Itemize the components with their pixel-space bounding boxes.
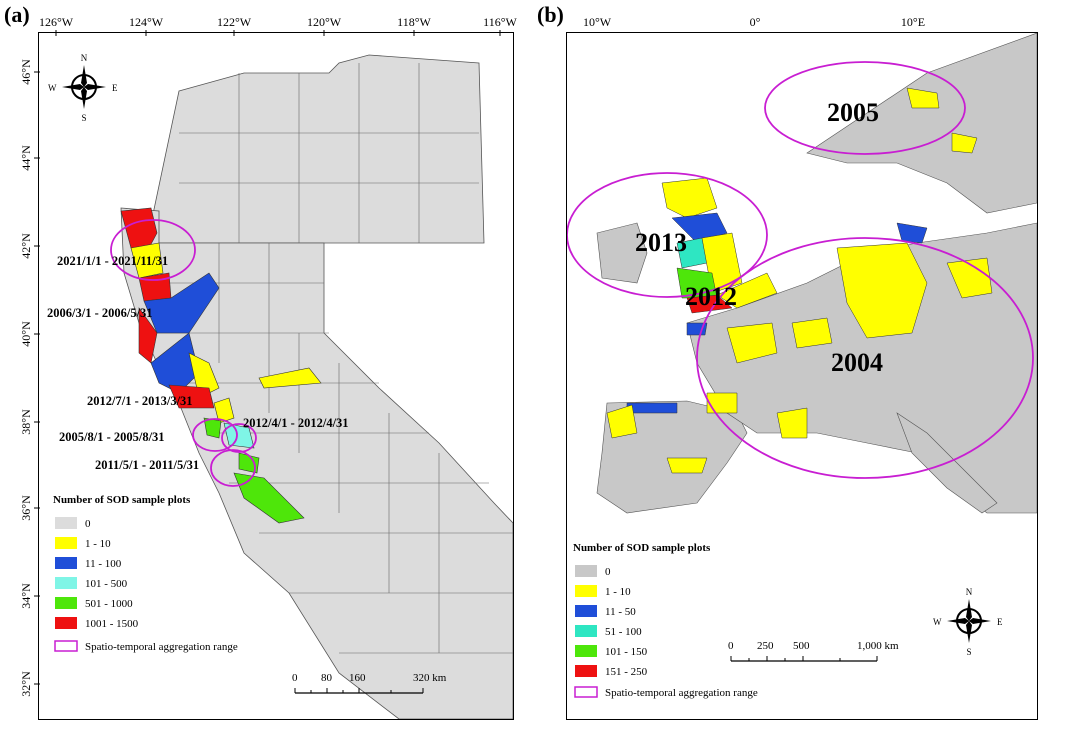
legend-a-label-5: 1001 - 1500 xyxy=(85,618,139,630)
panel-b-map-frame: 2005 2013 2012 2004 Number of SOD sample… xyxy=(566,32,1038,720)
compass-rose-b: N S E W xyxy=(933,587,1003,657)
legend-a-swatch-4 xyxy=(55,597,77,609)
compass-b-e: E xyxy=(997,617,1003,627)
legend-a-label-1: 1 - 10 xyxy=(85,538,111,550)
legend-a-range-label: Spatio-temporal aggregation range xyxy=(85,641,238,653)
legend-b-range-swatch xyxy=(574,686,598,698)
compass-n: N xyxy=(81,53,88,63)
panel-b-label: (b) xyxy=(537,2,564,27)
legend-b-label-4: 101 - 150 xyxy=(605,646,648,658)
legend-b-label-0: 0 xyxy=(605,566,611,578)
panel-a-map-frame: N S E W 2021/1/1 - 2021/11/31 2006/3/1 -… xyxy=(38,32,514,720)
annotation-2021: 2021/1/1 - 2021/11/31 xyxy=(57,254,168,268)
compass-b-n: N xyxy=(966,587,973,597)
legend-a-swatch-0 xyxy=(55,517,77,529)
panel-a-map: N S E W 2021/1/1 - 2021/11/31 2006/3/1 -… xyxy=(47,53,514,720)
panel-b-lon-tick-0: 10°W xyxy=(583,15,612,29)
legend-b-swatch-4 xyxy=(575,645,597,657)
annotation-2012-april: 2012/4/1 - 2012/4/31 xyxy=(243,416,349,430)
panel-a-lat-tick-4: 38°N xyxy=(19,409,33,435)
scale-a-80: 80 xyxy=(321,672,333,684)
legend-b-swatch-0 xyxy=(575,565,597,577)
legend-b-swatch-2 xyxy=(575,605,597,617)
scale-a-160: 160 xyxy=(349,672,366,684)
compass-b-w: W xyxy=(933,617,942,627)
annotation-2005-b: 2005 xyxy=(827,98,879,127)
legend-a-label-3: 101 - 500 xyxy=(85,578,128,590)
annotation-2005: 2005/8/1 - 2005/8/31 xyxy=(59,430,165,444)
aggregation-circles-b xyxy=(566,61,1034,479)
county-boundaries xyxy=(149,63,513,654)
panel-a-lat-tick-6: 34°N xyxy=(19,583,33,609)
sod-regions-europe xyxy=(606,87,993,474)
legend-b-range-label: Spatio-temporal aggregation range xyxy=(605,687,758,699)
legend-a: Number of SOD sample plots 0 1 - 10 11 - 1… xyxy=(53,494,238,653)
legend-a-swatch-1 xyxy=(55,537,77,549)
compass-e: E xyxy=(112,83,118,93)
scale-b-0: 0 xyxy=(728,640,734,652)
annotation-2012-b: 2012 xyxy=(685,282,737,311)
panel-a-lat-tick-7: 32°N xyxy=(19,671,33,697)
legend-b-swatch-3 xyxy=(575,625,597,637)
panel-a-lat-tick-0: 46°N xyxy=(19,59,33,85)
scandinavia-land xyxy=(806,32,1038,214)
legend-b-label-2: 11 - 50 xyxy=(605,606,636,618)
legend-b-swatch-1 xyxy=(575,585,597,597)
legend-b: Number of SOD sample plots 0 1 - 10 11 - 5… xyxy=(573,542,758,699)
scale-bar-a: 0 80 160 320 km xyxy=(292,672,447,694)
panel-a-lon-tick-0: 126°W xyxy=(39,15,74,29)
scale-bar-b: 0 250 500 1,000 km xyxy=(728,640,899,662)
panel-a-lat-tick-5: 36°N xyxy=(19,495,33,521)
annotation-2006: 2006/3/1 - 2006/5/31 xyxy=(47,306,153,320)
legend-b-label-1: 1 - 10 xyxy=(605,586,631,598)
panel-a-lon-tick-4: 118°W xyxy=(397,15,431,29)
scale-b-500: 500 xyxy=(793,640,810,652)
compass-rose-a: N S E W xyxy=(48,53,118,123)
annotation-2004-b: 2004 xyxy=(831,348,883,377)
scale-a-0: 0 xyxy=(292,672,298,684)
great-britain-regions xyxy=(661,177,778,314)
panel-a-lon-tick-2: 122°W xyxy=(217,15,252,29)
annotation-2012-2013: 2012/7/1 - 2013/3/31 xyxy=(87,394,193,408)
panel-b-lon-tick-1: 0° xyxy=(750,15,761,29)
legend-a-label-0: 0 xyxy=(85,518,91,530)
annotation-2013-b: 2013 xyxy=(635,228,687,257)
compass-w: W xyxy=(48,83,57,93)
scale-a-320: 320 km xyxy=(413,672,447,684)
scale-b-1000: 1,000 km xyxy=(857,640,899,652)
legend-a-title: Number of SOD sample plots xyxy=(53,494,191,506)
panel-a-label: (a) xyxy=(4,2,30,27)
legend-b-label-3: 51 - 100 xyxy=(605,626,642,638)
panel-a-lon-tick-3: 120°W xyxy=(307,15,342,29)
compass-b-s: S xyxy=(966,647,971,657)
legend-b-title: Number of SOD sample plots xyxy=(573,542,711,554)
panel-a-lon-tick-1: 124°W xyxy=(129,15,164,29)
panel-a-lat-tick-1: 44°N xyxy=(19,145,33,171)
ireland-land xyxy=(596,222,648,284)
panel-b-axes: 10°W0°10°E 60°N50°N40°N30°N xyxy=(583,15,925,29)
panel-a-axes: 126°W 124°W 122°W 120°W 118°W 116°W 46°N 44°N 4… xyxy=(19,15,518,697)
panel-b-lon-tick-2: 10°E xyxy=(901,15,925,29)
legend-a-range-swatch xyxy=(54,640,78,652)
legend-a-label-4: 501 - 1000 xyxy=(85,598,133,610)
panel-a-lat-tick-2: 42°N xyxy=(19,233,33,259)
legend-a-swatch-5 xyxy=(55,617,77,629)
annotation-2011: 2011/5/1 - 2011/5/31 xyxy=(95,458,199,472)
legend-b-swatch-5 xyxy=(575,665,597,677)
compass-s: S xyxy=(81,113,86,123)
panel-a-lat-tick-3: 40°N xyxy=(19,321,33,347)
scale-b-250: 250 xyxy=(757,640,774,652)
legend-a-swatch-3 xyxy=(55,577,77,589)
aggregation-circles xyxy=(110,219,257,487)
panel-b-map: 2005 2013 2012 2004 Number of SOD sample… xyxy=(566,32,1038,699)
panel-a-lon-tick-5: 116°W xyxy=(483,15,517,29)
legend-a-swatch-2 xyxy=(55,557,77,569)
legend-a-label-2: 11 - 100 xyxy=(85,558,122,570)
legend-b-label-5: 151 - 250 xyxy=(605,666,648,678)
